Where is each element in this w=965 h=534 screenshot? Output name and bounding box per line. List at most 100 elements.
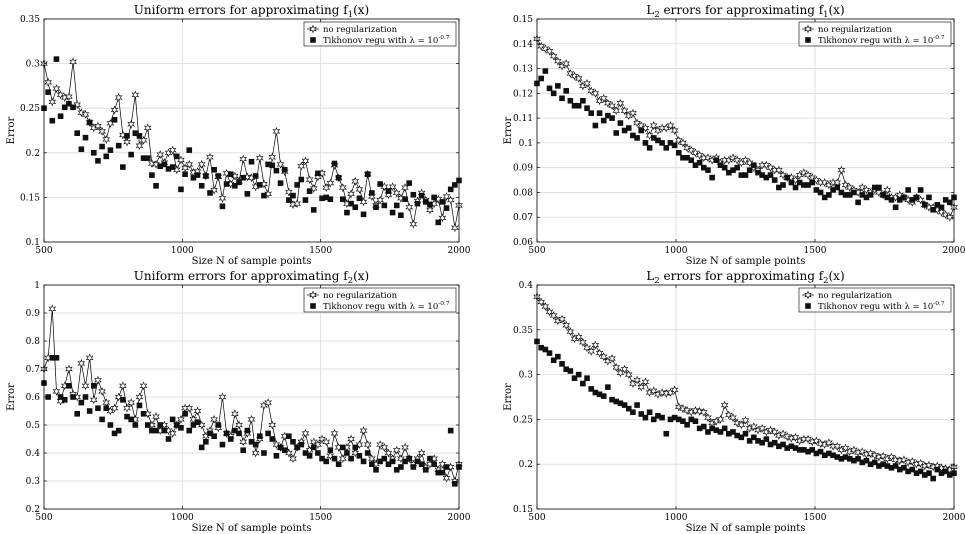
data-point-star	[666, 121, 675, 130]
data-point-square	[410, 191, 417, 198]
data-point-square	[947, 199, 953, 206]
data-point-square	[917, 187, 924, 193]
legend-square-swatch	[310, 303, 316, 309]
data-point-star	[804, 434, 812, 444]
data-point-star	[825, 438, 833, 448]
data-point-square	[86, 119, 93, 126]
legend-square-swatch	[805, 37, 811, 43]
data-point-square	[909, 466, 916, 473]
y-tick-label: 0.35	[513, 326, 533, 336]
data-point-square	[659, 140, 665, 146]
data-point-star	[384, 448, 393, 458]
data-point-star	[401, 442, 409, 452]
data-point-square	[360, 458, 367, 465]
data-point-star	[152, 159, 160, 169]
data-point-square	[838, 189, 845, 196]
data-point-star	[562, 320, 571, 330]
plot-frame	[536, 284, 955, 510]
y-tick-label: 0.12	[513, 89, 533, 99]
data-point-star	[119, 381, 127, 391]
data-point-star	[392, 445, 401, 455]
data-point-star	[44, 77, 52, 87]
data-point-square	[751, 162, 757, 168]
data-point-square	[821, 194, 828, 201]
data-point-star	[376, 195, 384, 205]
data-point-square	[938, 470, 945, 476]
series-line	[536, 38, 955, 218]
data-point-square	[443, 205, 450, 211]
data-point-square	[821, 452, 828, 459]
data-point-star	[833, 441, 842, 451]
data-point-star	[239, 437, 248, 447]
data-point-square	[734, 432, 740, 439]
data-point-square	[646, 145, 653, 151]
data-point-square	[605, 384, 611, 390]
data-point-star	[608, 101, 616, 111]
data-point-square	[771, 439, 778, 446]
data-point-star	[52, 84, 61, 93]
chart-l2-f2: 500 1000 1500 2000 0.15 0.2 0.25 0.3 0.35 0.4 L2 e…	[503, 269, 965, 534]
data-point-square	[621, 402, 628, 408]
data-point-star	[268, 420, 277, 430]
data-point-square	[780, 441, 786, 448]
x-tick-label: 1500	[804, 246, 827, 256]
data-point-square	[194, 419, 201, 425]
data-point-square	[107, 147, 114, 153]
data-point-square	[74, 411, 80, 417]
data-point-square	[335, 461, 342, 467]
data-point-square	[70, 394, 76, 400]
data-point-square	[755, 438, 761, 444]
y-tick-label: 0.06	[513, 238, 533, 248]
data-point-star	[185, 403, 194, 413]
y-axis-label: Error	[6, 116, 17, 144]
data-point-square	[680, 154, 686, 161]
data-point-star	[879, 451, 887, 461]
data-point-square	[663, 145, 670, 151]
data-point-square	[286, 433, 292, 439]
data-point-square	[759, 172, 765, 178]
data-point-square	[563, 366, 569, 373]
data-point-star	[102, 135, 111, 144]
legend-label: no regularization	[818, 25, 893, 35]
data-point-square	[709, 425, 715, 432]
data-point-star	[937, 207, 946, 217]
data-point-star	[417, 448, 426, 458]
data-point-star	[326, 451, 335, 461]
data-point-square	[257, 182, 263, 188]
data-point-star	[65, 364, 73, 374]
data-point-square	[646, 409, 653, 416]
data-point-star	[583, 343, 591, 353]
data-point-square	[236, 430, 242, 437]
data-point-star	[779, 170, 787, 180]
data-point-square	[144, 155, 151, 161]
data-point-square	[352, 204, 359, 211]
data-point-square	[186, 427, 193, 434]
data-point-star	[812, 436, 821, 446]
data-point-square	[717, 429, 724, 435]
data-point-square	[675, 150, 682, 156]
data-point-square	[327, 447, 334, 453]
data-point-star	[641, 123, 650, 133]
data-point-square	[692, 162, 699, 168]
data-point-square	[178, 425, 184, 431]
legend-square-swatch	[310, 37, 316, 43]
data-point-square	[115, 427, 122, 434]
data-point-star	[566, 69, 575, 78]
data-point-square	[310, 444, 317, 451]
data-point-square	[373, 204, 379, 211]
data-point-square	[621, 127, 628, 134]
data-point-square	[675, 416, 682, 423]
data-point-square	[157, 422, 163, 428]
data-point-star	[620, 106, 629, 116]
data-point-square	[203, 439, 209, 445]
data-point-star	[251, 448, 260, 458]
data-point-square	[240, 447, 246, 453]
data-point-star	[549, 51, 558, 61]
data-point-star	[858, 183, 867, 192]
data-point-star	[438, 213, 447, 223]
data-point-square	[91, 150, 97, 156]
data-point-square	[863, 457, 870, 464]
data-point-square	[227, 436, 234, 442]
data-point-square	[713, 157, 720, 164]
data-point-square	[792, 184, 799, 191]
